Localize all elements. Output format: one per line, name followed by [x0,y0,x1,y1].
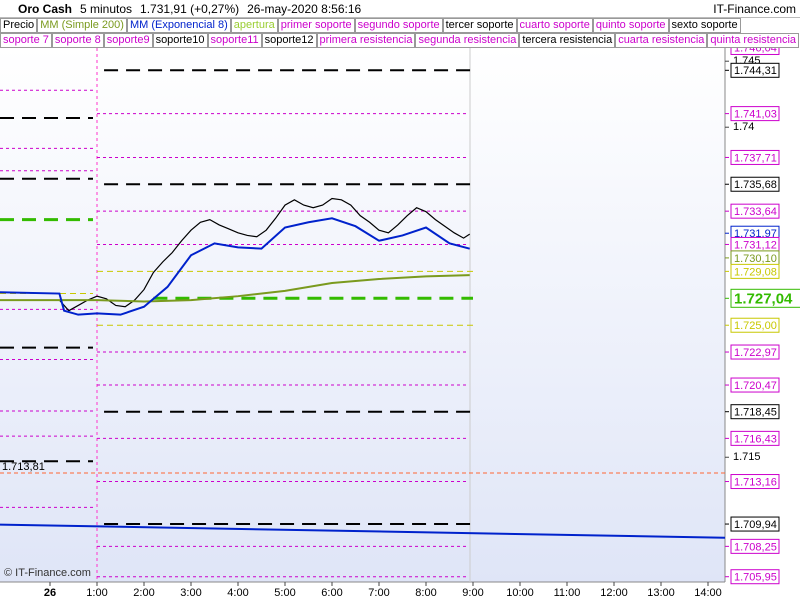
x-tick-label: 9:00 [462,587,483,599]
level-label: 1.718,45 [734,407,777,419]
x-tick-label: 14:00 [694,587,722,599]
level-label: 1.708,25 [734,541,777,553]
legend-entry[interactable]: soporte 8 [51,33,104,48]
level-box [730,317,780,333]
header: Oro Cash 5 minutos 1.731,91 (+0,27%) 26-… [0,0,800,18]
legend-entry[interactable]: soporte11 [207,33,262,48]
level-box [730,516,780,532]
legend-entry[interactable]: Precio [0,18,38,33]
level-box [730,236,780,252]
x-tick-label: 1:00 [86,587,107,599]
x-tick-label: 11:00 [554,587,581,599]
x-tick-label: 2:00 [133,587,154,599]
level-box [730,176,780,192]
legend-entry[interactable]: segunda resistencia [415,33,520,48]
legend-entry[interactable]: cuarta resistencia [615,33,708,48]
level-box [730,404,780,420]
level-box [730,377,780,393]
legend-entry[interactable]: soporte9 [103,33,153,48]
level-label: 1.731,97 [734,228,777,240]
legend-entry[interactable]: segundo soporte [354,18,443,33]
level-box [730,430,780,446]
legend-entry[interactable]: quinto soporte [592,18,669,33]
legend-entry[interactable]: primera resistencia [316,33,416,48]
y-tick-label: 1.745 [733,55,761,67]
legend-entry[interactable]: cuarto soporte [516,18,593,33]
level-box [730,225,780,241]
price: 1.731,91 (+0,27%) [140,1,240,16]
x-tick-label: 3:00 [180,587,201,599]
series-line [58,197,471,312]
x-tick-label: 6:00 [321,587,342,599]
axis-background [725,48,800,600]
x-tick-label: 12:00 [600,587,628,599]
level-box [730,538,780,554]
legend-entry[interactable]: MM (Exponencial 8) [126,18,231,33]
legend-entry[interactable]: sexto soporte [668,18,741,33]
y-tick-label: 1.715 [733,451,761,463]
level-label: 1.720,47 [734,380,777,392]
level-label: 1.730,10 [734,253,777,265]
level-label: 1.744,31 [734,65,777,77]
plot-background [0,48,725,582]
level-label: 1.709,94 [734,519,777,531]
x-tick-label: 26 [44,587,56,599]
x-tick-label: 8:00 [415,587,436,599]
level-label: 1.727,04 [734,290,793,307]
y-tick-label: 1.74 [733,121,754,133]
level-label: 1.713,16 [734,476,777,488]
series-line [0,217,470,316]
level-box [730,288,800,308]
x-tick-label: 10:00 [506,587,534,599]
level-box [730,344,780,360]
level-box [730,250,780,266]
level-label: 1.729,08 [734,266,777,278]
datetime: 26-may-2020 8:56:16 [247,1,362,16]
legend-entry[interactable]: soporte 7 [0,33,52,48]
instrument: Oro Cash [18,1,73,16]
level-label: 1.722,97 [734,347,777,359]
legend-entry[interactable]: primer soporte [277,18,355,33]
legend-row: soporte 7 soporte 8 soporte9 soporte10 sopor… [0,33,800,48]
series-line [0,274,470,303]
legend-entry[interactable]: tercera resistencia [519,33,616,48]
level-label: 1.725,00 [734,320,777,332]
level-box [730,106,780,122]
level-label: 1.716,43 [734,433,777,445]
marker-label: 1.713,81 [2,461,45,473]
level-label: 1.733,64 [734,206,777,218]
legend-row: Precio MM (Simple 200) MM (Exponencial 8) a… [0,18,800,33]
legend-entry[interactable]: apertura [230,18,278,33]
level-box [730,474,780,490]
interval: 5 minutos [80,1,133,16]
level-label: 1.705,95 [734,572,777,584]
x-tick-label: 7:00 [368,587,389,599]
level-label: 1.737,71 [734,152,777,164]
brand: IT-Finance.com [713,1,796,16]
level-box [730,203,780,219]
x-tick-label: 13:00 [647,587,675,599]
legend-entry[interactable]: soporte12 [261,33,317,48]
x-tick-label: 4:00 [227,587,248,599]
legend-entry[interactable]: soporte10 [152,33,208,48]
level-label: 1.731,12 [734,239,777,251]
watermark: © IT-Finance.com [4,567,91,579]
legend-entry[interactable]: MM (Simple 200) [37,18,127,33]
level-box [730,62,780,78]
level-box [730,569,780,585]
legend-entry[interactable]: quinta resistencia [707,33,800,48]
trend-line [0,523,726,539]
level-box [730,149,780,165]
level-label: 1.735,68 [734,179,777,191]
x-tick-label: 5:00 [274,587,295,599]
level-label: 1.741,03 [734,109,777,121]
legend-entry[interactable]: tercer soporte [442,18,517,33]
level-box [730,263,780,279]
